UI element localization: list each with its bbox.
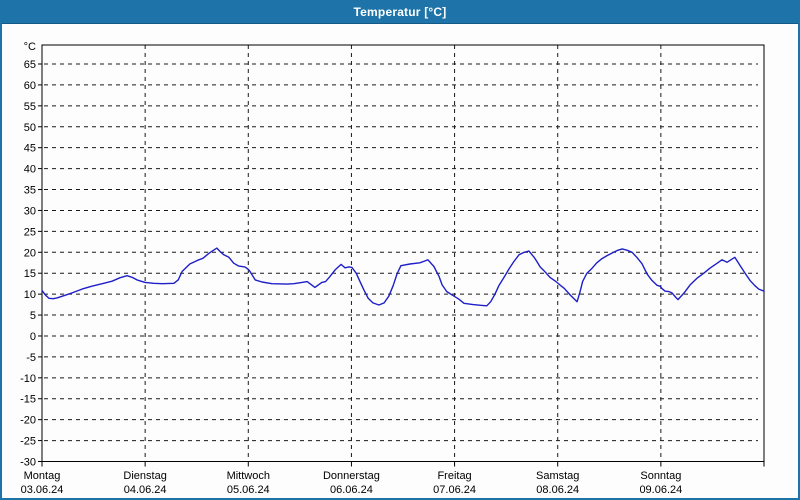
y-tick-label: 10 [24, 289, 36, 301]
y-tick-label: 60 [24, 80, 36, 92]
x-date-label: 06.06.24 [330, 484, 373, 496]
x-date-label: 04.06.24 [124, 484, 167, 496]
x-day-label: Samstag [536, 470, 579, 482]
y-tick-label: 45 [24, 143, 36, 155]
y-tick-label: 0 [30, 331, 36, 343]
y-tick-label: -25 [20, 436, 36, 448]
y-axis-unit-label: °C [24, 41, 36, 53]
y-tick-label: 50 [24, 122, 36, 134]
x-day-label: Montag [24, 470, 61, 482]
y-tick-label: -20 [20, 415, 36, 427]
chart-area: 65 60 55 50 45 40 35 30 25 20 15 10 5 0 -5 -10 -15 -20 -25… [4, 24, 796, 496]
y-tick-label: -5 [26, 352, 36, 364]
y-tick-label: 15 [24, 268, 36, 280]
y-tick-label: -10 [20, 373, 36, 385]
x-day-label: Sonntag [640, 470, 681, 482]
x-date-label: 03.06.24 [21, 484, 64, 496]
y-tick-label: -30 [20, 457, 36, 469]
y-tick-label: 40 [24, 164, 36, 176]
y-tick-label: 55 [24, 101, 36, 113]
y-tick-label: -15 [20, 394, 36, 406]
x-day-label: Dienstag [123, 470, 166, 482]
window-title: Temperatur [°C] [353, 5, 447, 19]
temperature-curve [41, 247, 765, 307]
plot-border [41, 44, 765, 462]
y-tick-label: 30 [24, 205, 36, 217]
y-tick-label: 65 [24, 59, 36, 71]
y-tick-label: 5 [30, 310, 36, 322]
x-day-label: Mittwoch [227, 470, 270, 482]
y-tick-label: 20 [24, 247, 36, 259]
y-tick-label: 25 [24, 226, 36, 238]
x-date-label: 08.06.24 [536, 484, 579, 496]
y-tick-label: 35 [24, 185, 36, 197]
title-bar: Temperatur [°C] [2, 2, 798, 24]
x-date-label: 09.06.24 [639, 484, 682, 496]
x-date-label: 07.06.24 [433, 484, 476, 496]
x-date-label: 05.06.24 [227, 484, 270, 496]
temperature-chart: 65605550454035302520151050-5-10-15-20-25… [20, 41, 765, 496]
x-day-label: Donnerstag [323, 470, 380, 482]
x-day-label: Freitag [437, 470, 471, 482]
